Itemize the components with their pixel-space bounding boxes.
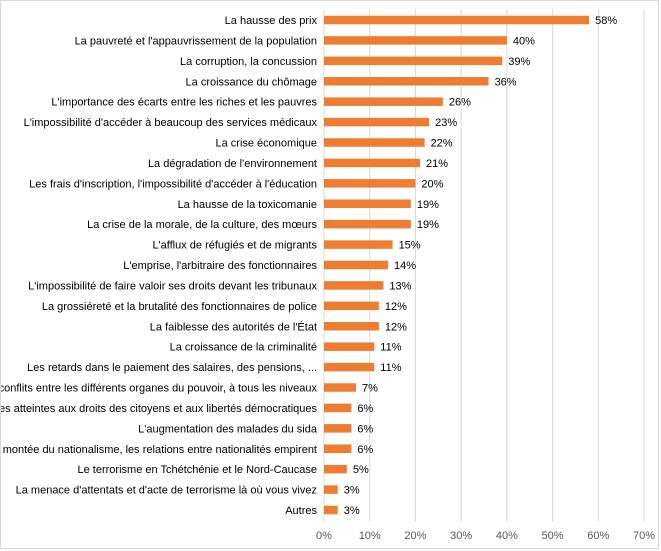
data-label: 19% bbox=[417, 199, 439, 211]
category-label: Les frais d'inscription, l'impossibilité… bbox=[29, 178, 317, 190]
bar bbox=[324, 444, 352, 453]
category-label: L'emprise, l'arbitraire des fonctionnair… bbox=[123, 260, 317, 272]
data-label: 40% bbox=[513, 35, 535, 47]
bar bbox=[324, 383, 356, 392]
data-label: 13% bbox=[389, 280, 411, 292]
data-label: 12% bbox=[385, 321, 407, 333]
bar bbox=[324, 240, 393, 249]
bar bbox=[324, 77, 489, 86]
data-label: 19% bbox=[417, 219, 439, 231]
bar bbox=[324, 138, 425, 147]
x-tick-label: 0% bbox=[316, 530, 332, 542]
bar bbox=[324, 36, 507, 45]
bars bbox=[324, 15, 590, 515]
data-label: 12% bbox=[385, 301, 407, 313]
bar bbox=[324, 362, 375, 372]
category-label: La croissance du chômage bbox=[186, 76, 317, 88]
category-label: La montée du nationalisme, les relations… bbox=[1, 444, 317, 456]
bar bbox=[324, 281, 384, 290]
category-label: La pauvreté et l'appauvrissement de la p… bbox=[75, 35, 317, 47]
category-label: La menace d'attentats et d'acte de terro… bbox=[16, 485, 317, 497]
data-label: 5% bbox=[353, 464, 369, 476]
bar bbox=[324, 199, 411, 208]
x-axis-ticks: 0% 10% 20% 30% 40% 50% 60% 70% bbox=[316, 530, 655, 542]
data-label: 6% bbox=[357, 423, 373, 435]
bar bbox=[324, 117, 430, 127]
category-label: La crise de la morale, de la culture, de… bbox=[87, 219, 317, 231]
data-label: 21% bbox=[426, 158, 448, 170]
bar bbox=[324, 464, 347, 474]
x-tick-label: 60% bbox=[587, 530, 609, 542]
category-label: L'impossibilité de faire valoir ses droi… bbox=[28, 280, 317, 292]
data-label: 11% bbox=[380, 342, 401, 354]
x-tick-label: 70% bbox=[633, 530, 655, 542]
data-label: 39% bbox=[508, 56, 530, 68]
category-label: Les retards dans le paiement des salaire… bbox=[27, 362, 317, 374]
category-label: Les conflits entre les différents organe… bbox=[1, 383, 317, 395]
category-label: La grossiéreté et la brutalité des fonct… bbox=[42, 301, 317, 313]
category-label: La crise économique bbox=[215, 138, 317, 150]
data-label: 3% bbox=[344, 485, 360, 497]
x-tick-label: 20% bbox=[404, 530, 426, 542]
data-label: 58% bbox=[595, 15, 617, 27]
bar bbox=[324, 322, 379, 331]
category-label: La hausse des prix bbox=[225, 15, 318, 27]
category-label: La corruption, la concussion bbox=[180, 56, 317, 68]
category-label: L'afflux de réfugiés et de migrants bbox=[152, 240, 317, 252]
category-label: Le terrorisme en Tchétchénie et le Nord-… bbox=[78, 464, 317, 476]
category-label: Les atteintes aux droits des citoyens et… bbox=[1, 403, 317, 415]
x-tick-label: 40% bbox=[496, 530, 518, 542]
bar bbox=[324, 403, 352, 413]
category-label: La faiblesse des autorités de l'État bbox=[150, 320, 317, 333]
bar bbox=[324, 301, 379, 311]
data-label: 7% bbox=[362, 383, 378, 395]
bar bbox=[324, 424, 352, 433]
category-label: La croissance de la criminalité bbox=[170, 342, 317, 354]
data-label: 22% bbox=[431, 138, 453, 150]
data-label: 14% bbox=[394, 260, 416, 272]
bar bbox=[324, 56, 503, 66]
bar bbox=[324, 485, 338, 494]
data-label: 26% bbox=[449, 97, 471, 109]
data-label: 6% bbox=[357, 444, 373, 456]
bar bbox=[324, 15, 590, 25]
bar bbox=[324, 158, 420, 168]
data-label: 15% bbox=[399, 240, 421, 252]
data-label: 36% bbox=[495, 76, 517, 88]
bar bbox=[324, 342, 375, 351]
bar bbox=[324, 179, 416, 188]
category-label: La hausse de la toxicomanie bbox=[178, 199, 317, 211]
category-label: La dégradation de l'environnement bbox=[148, 158, 317, 170]
category-label: L'importance des écarts entre les riches… bbox=[51, 97, 317, 109]
data-label: 3% bbox=[344, 505, 360, 517]
data-label: 20% bbox=[421, 178, 443, 190]
x-tick-label: 50% bbox=[542, 530, 564, 542]
data-label: 23% bbox=[435, 117, 457, 129]
category-label: L'impossibilité d'accéder à beaucoup des… bbox=[24, 117, 318, 129]
category-label: L'augmentation des malades du sida bbox=[138, 423, 318, 435]
category-labels: La hausse des prix La pauvreté et l'appau… bbox=[1, 15, 318, 517]
bar bbox=[324, 505, 338, 515]
bar bbox=[324, 260, 388, 270]
category-label: Autres bbox=[285, 505, 317, 517]
data-label: 11% bbox=[380, 362, 401, 374]
x-tick-label: 10% bbox=[359, 530, 381, 542]
value-labels: 58% 40% 39% 36% 26% 23% 22% 21% 20% 19% 19% 15% 14% 1… bbox=[344, 15, 618, 517]
gridlines bbox=[323, 9, 645, 521]
bar bbox=[324, 219, 411, 229]
bar bbox=[324, 97, 443, 106]
x-tick-label: 30% bbox=[450, 530, 472, 542]
data-label: 6% bbox=[357, 403, 373, 415]
